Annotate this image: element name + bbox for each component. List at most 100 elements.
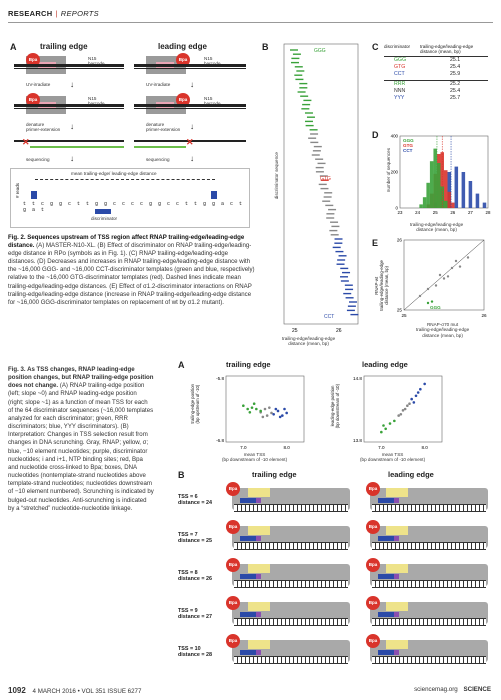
page-number: 1092: [8, 686, 26, 695]
bpa-bead: Bpa: [26, 53, 40, 67]
dna-nucleotides: [372, 542, 486, 550]
down-arrow-icon: ↓: [190, 154, 194, 163]
fig3b-right-title: leading edge: [388, 470, 434, 479]
tss-value: TSS = 9: [178, 608, 198, 614]
col-distance: trailing-edge/leading-edge distance (mea…: [420, 44, 474, 54]
fig2e-ylabel: RNAP-wt trailing-edge/leading-edge dista…: [374, 260, 389, 311]
read-bar: [31, 191, 37, 199]
histogram-bar: [451, 202, 455, 208]
minus10-element: [378, 574, 394, 579]
bpa-bead: Bpa: [26, 93, 40, 107]
scatter-point: [388, 422, 392, 425]
scatter-point: [423, 382, 426, 386]
fig2c-table: discriminator trailing-edge/leading-edge…: [384, 44, 488, 102]
histogram-bar: [468, 181, 473, 208]
discriminator-label: discriminator: [91, 216, 118, 221]
tss-row-label: TSS = 7 distance = 25: [178, 532, 212, 545]
sigma-region: [248, 526, 270, 535]
distance-value: distance = 24: [178, 500, 213, 507]
dna-nucleotides: [372, 656, 486, 664]
uv-label: UV-irradiate: [146, 82, 171, 87]
dna-strand: [14, 108, 124, 109]
scatter-point: [410, 397, 413, 401]
fig2b-staircase-chart: GGG GTG CCT 25 26: [283, 43, 359, 334]
tss-value: TSS = 6: [178, 494, 198, 500]
dna-strand: [134, 108, 246, 109]
tick-label: -5.8: [216, 376, 224, 381]
scatter-point: [399, 412, 403, 416]
site-label: sciencemag.org: [414, 686, 458, 693]
tss-value: TSS = 8: [178, 570, 198, 576]
distance-value: 25.4: [450, 88, 461, 94]
dna-nucleotides: [372, 618, 486, 626]
dna-nucleotides: [234, 656, 348, 664]
distance-value: distance = 26: [178, 576, 213, 583]
scatter-point: [454, 259, 458, 263]
scatter-point: [265, 414, 269, 417]
sequence-letters: t t c g g c t t g g c c c c g g c c t t …: [23, 201, 244, 213]
discriminator-nucleotides: [394, 650, 399, 655]
trailing-edge-schematic: Bpa: [226, 558, 354, 592]
scatter-point: [414, 394, 418, 398]
trailing-edge-schematic: Bpa: [226, 520, 354, 554]
sequencing-label: sequencing: [26, 157, 50, 162]
histogram-bar: [426, 182, 430, 208]
label-gtg: GTG: [320, 176, 331, 182]
header-rule: [8, 22, 493, 23]
scatter-point: [430, 300, 434, 303]
bpa-bead: Bpa: [366, 520, 380, 534]
scatter-point: [442, 277, 446, 280]
scatter-point: [259, 409, 262, 413]
tick-label: 26: [450, 210, 455, 215]
discriminator-seq: CCT: [394, 71, 405, 77]
tick-label: 26: [397, 238, 403, 243]
distance-value: 25.7: [450, 95, 461, 101]
tick-label: 25: [401, 313, 407, 318]
scatter-point: [403, 407, 407, 411]
discriminator-nucleotides: [256, 498, 261, 503]
tss-row-label: TSS = 8 distance = 26: [178, 570, 212, 583]
down-arrow-icon: ↓: [70, 154, 74, 163]
fig2-caption: Fig. 2. Sequences upstream of TSS region…: [8, 234, 256, 307]
tss-value: TSS = 10: [178, 646, 201, 652]
tick-label: 7.0: [378, 445, 385, 450]
histogram-bar: [475, 193, 480, 208]
minus10-element: [240, 650, 256, 655]
table-row: CCT 25.9: [384, 71, 488, 78]
histogram-bar: [440, 152, 444, 208]
minus10-element: [240, 574, 256, 579]
bpa-bead: Bpa: [176, 93, 190, 107]
scatter-point: [397, 414, 400, 417]
journal-name: SCIENCE: [463, 686, 491, 693]
bpa-bead: Bpa: [366, 634, 380, 648]
distance-value: 25.9: [450, 71, 461, 77]
scatter-point: [261, 415, 265, 419]
discriminator-nucleotides: [256, 536, 261, 541]
fig3a-left-title: trailing edge: [226, 360, 271, 369]
discriminator-nucleotides: [394, 612, 399, 617]
fig3-caption-body: (A) RNAP trailing-edge position (left; s…: [8, 382, 154, 512]
tick-label: 26: [481, 313, 487, 318]
distance-value: 25.4: [450, 64, 461, 70]
leading-edge-schematic: Bpa: [364, 482, 492, 516]
scatter-point: [466, 256, 470, 259]
discriminator-nucleotides: [256, 574, 261, 579]
scatter-point: [406, 404, 409, 407]
tick-label: 0: [396, 206, 399, 211]
leading-edge-schematic: Bpa: [364, 520, 492, 554]
uv-label: UV-irradiate: [26, 82, 51, 87]
tss-value: TSS = 7: [178, 532, 198, 538]
scatter-point: [412, 401, 416, 404]
sigma-region: [248, 564, 270, 573]
scatter-point: [393, 419, 396, 423]
sigma-region: [386, 602, 408, 611]
dna-strand: [14, 140, 124, 142]
scatter-point: [283, 407, 286, 411]
scatter-point: [382, 424, 385, 427]
histogram-bar: [454, 166, 459, 208]
histogram-bar: [444, 170, 448, 208]
fig2-panel-a-letter: A: [10, 42, 17, 52]
fig3-panel-a-letter: A: [178, 360, 185, 370]
scatter-point: [248, 411, 252, 414]
